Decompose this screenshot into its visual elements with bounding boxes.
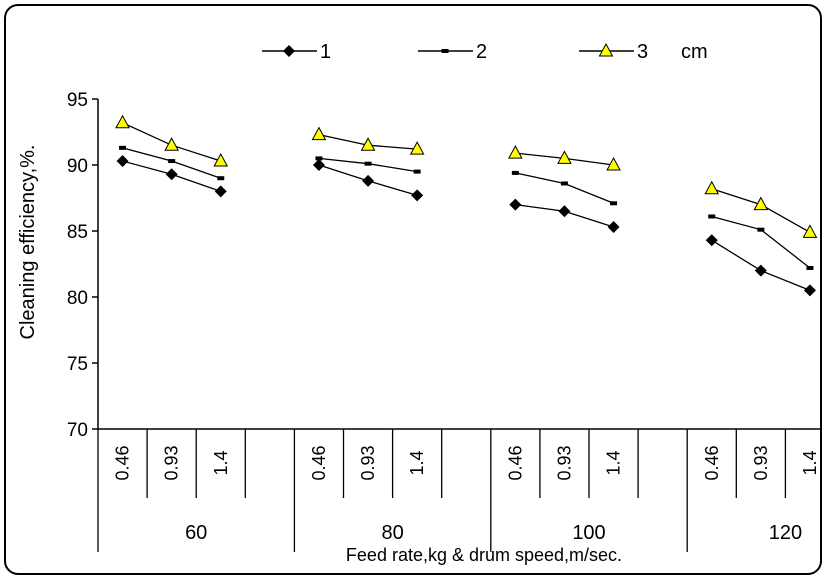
data-point — [509, 198, 522, 211]
data-point — [754, 264, 767, 277]
x-group-label: 120 — [769, 522, 802, 544]
data-point — [311, 126, 327, 141]
data-point — [411, 189, 424, 202]
legend-item-2: 2 — [418, 41, 487, 63]
data-point — [164, 137, 179, 151]
data-point — [806, 265, 814, 270]
data-point — [705, 234, 718, 247]
data-point — [508, 145, 523, 159]
data-point — [753, 196, 769, 211]
series-1 — [116, 155, 816, 297]
x-subcategory-label: 1.4 — [800, 450, 820, 475]
x-subcategory-label: 0.46 — [309, 445, 329, 480]
data-point — [165, 168, 178, 181]
data-point — [360, 137, 376, 151]
series-2 — [119, 145, 814, 270]
data-point — [704, 180, 720, 195]
x-group-label: 60 — [185, 522, 207, 544]
data-point — [757, 227, 765, 232]
data-point — [168, 159, 176, 164]
data-point — [802, 224, 818, 238]
data-point — [119, 145, 127, 150]
y-tick-label: 85 — [67, 222, 88, 243]
data-point — [708, 214, 716, 219]
x-subcategory-label: 0.93 — [162, 445, 182, 480]
x-subcategory-label: 0.93 — [554, 445, 574, 480]
chart: 1 2 3 cm 70 75 80 85 90 95 0.46 0.93 1.4 60 0.46 0.93… — [17, 41, 820, 565]
data-point — [213, 152, 229, 167]
x-subcategory-label: 0.46 — [505, 445, 525, 480]
data-point — [558, 205, 571, 218]
data-point — [315, 156, 323, 161]
data-point — [511, 170, 519, 175]
data-point — [606, 156, 621, 171]
legend-marker — [441, 49, 449, 53]
x-axis: 0.46 0.93 1.4 60 0.46 0.93 1.4 80 0.46 0.93 1.4 100… — [97, 428, 820, 552]
legend-marker — [283, 45, 295, 57]
legend-unit: cm — [681, 41, 708, 63]
x-subcategory-label: 1.4 — [604, 450, 624, 475]
legend: 1 2 3 cm — [262, 41, 708, 63]
data-point — [557, 150, 572, 164]
x-axis-label: Feed rate,kg & drum speed,m/sec. — [346, 545, 622, 565]
data-point — [364, 161, 372, 166]
legend-label: 2 — [476, 41, 487, 63]
x-subcategory-label: 0.93 — [751, 445, 771, 480]
legend-item-3: 3 — [579, 41, 648, 63]
y-tick-label: 70 — [67, 420, 88, 441]
plot-area — [115, 114, 818, 297]
data-point — [116, 155, 129, 168]
data-point — [362, 174, 375, 187]
legend-label: 3 — [637, 41, 648, 63]
y-tick-label: 80 — [67, 288, 88, 309]
data-point — [413, 169, 421, 174]
x-group-label: 100 — [572, 522, 605, 544]
x-subcategory-label: 0.46 — [702, 445, 722, 480]
x-subcategory-label: 0.46 — [113, 445, 133, 480]
series-3-line — [711, 188, 811, 233]
y-axis-label: Cleaning efficiency,%. — [17, 145, 39, 340]
series-2-line — [515, 172, 614, 204]
y-tick-label: 90 — [67, 156, 88, 177]
x-group-label: 80 — [381, 522, 403, 544]
data-point — [607, 221, 620, 234]
y-axis: 70 75 80 85 90 95 — [67, 90, 99, 441]
data-point — [217, 176, 225, 181]
data-point — [214, 185, 227, 198]
y-tick-label: 95 — [67, 90, 88, 111]
series-3 — [115, 114, 818, 238]
y-tick-label: 75 — [67, 354, 88, 375]
legend-marker — [598, 42, 614, 57]
chart-frame: 1 2 3 cm 70 75 80 85 90 95 0.46 0.93 1.4 60 0.46 0.93… — [4, 4, 822, 575]
x-subcategory-label: 1.4 — [407, 450, 427, 475]
data-point — [312, 159, 325, 171]
data-point — [803, 284, 816, 297]
data-point — [560, 181, 568, 186]
legend-label: 1 — [320, 41, 331, 63]
x-subcategory-label: 0.93 — [358, 445, 378, 480]
data-point — [409, 141, 425, 155]
data-point — [610, 201, 618, 206]
legend-item-1: 1 — [262, 41, 331, 63]
x-subcategory-label: 1.4 — [211, 450, 231, 475]
data-point — [115, 114, 130, 129]
